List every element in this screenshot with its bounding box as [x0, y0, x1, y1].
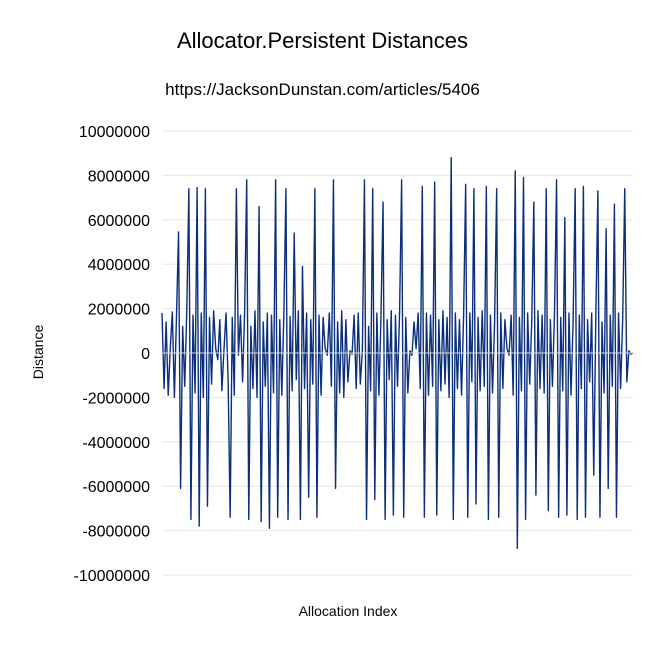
y-tick-label: -6000000: [82, 479, 150, 496]
y-tick-label: 2000000: [88, 302, 150, 319]
series: [161, 156, 634, 550]
y-tick-label: -10000000: [73, 568, 150, 585]
y-tick-label: 0: [141, 346, 150, 363]
y-tick-label: 8000000: [88, 168, 150, 185]
y-tick-label: 4000000: [88, 257, 150, 274]
series-line: [161, 156, 634, 550]
y-tick-label: -2000000: [82, 390, 150, 407]
y-axis-title: Distance: [30, 325, 46, 380]
y-tick-label: -8000000: [82, 524, 150, 541]
y-tick-labels: 10000000 8000000 6000000 4000000 2000000 0 -20…: [73, 124, 150, 585]
x-axis-title: Allocation Index: [299, 603, 398, 619]
y-tick-label: 6000000: [88, 213, 150, 230]
chart-title: Allocator.Persistent Distances: [176, 28, 469, 53]
y-tick-label: -4000000: [82, 435, 150, 452]
y-tick-label: 10000000: [79, 124, 150, 141]
chart-subtitle: https://JacksonDunstan.com/articles/5406: [165, 80, 480, 99]
